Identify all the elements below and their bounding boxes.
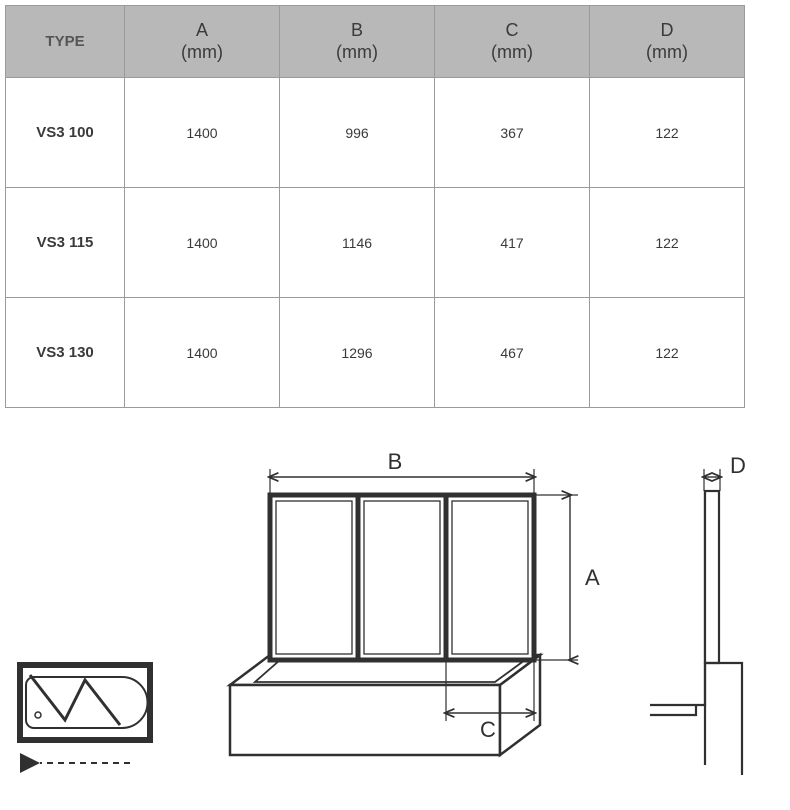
cell-c: 417 <box>435 188 590 298</box>
table-row: VS3 130 <box>5 298 125 408</box>
topview-icon <box>20 665 150 763</box>
cell-c: 367 <box>435 78 590 188</box>
dim-label-c: C <box>480 717 496 742</box>
col-header-a: A(mm) <box>125 6 280 78</box>
col-header-a-letter: A <box>196 20 208 40</box>
col-header-d: D(mm) <box>590 6 745 78</box>
dimensions-table: TYPE A(mm) B(mm) C(mm) D(mm) VS3 100 140… <box>5 5 745 408</box>
col-header-c: C(mm) <box>435 6 590 78</box>
col-header-b: B(mm) <box>280 6 435 78</box>
cell-d: 122 <box>590 188 745 298</box>
side-profile-diagram: D <box>650 453 746 775</box>
col-header-d-unit: (mm) <box>646 42 688 62</box>
table-row: VS3 115 <box>5 188 125 298</box>
table-row: VS3 100 <box>5 78 125 188</box>
col-header-b-unit: (mm) <box>336 42 378 62</box>
cell-a: 1400 <box>125 188 280 298</box>
cell-d: 122 <box>590 78 745 188</box>
product-diagram: B A C D <box>0 425 790 805</box>
col-header-type: TYPE <box>5 6 125 78</box>
dim-label-b: B <box>388 449 403 474</box>
col-header-d-letter: D <box>660 20 673 40</box>
diagram-area: B A C D <box>0 425 790 805</box>
col-header-c-unit: (mm) <box>491 42 533 62</box>
dim-label-a: A <box>585 565 600 590</box>
col-header-c-letter: C <box>505 20 518 40</box>
cell-b: 996 <box>280 78 435 188</box>
cell-a: 1400 <box>125 78 280 188</box>
col-header-a-unit: (mm) <box>181 42 223 62</box>
cell-b: 1296 <box>280 298 435 408</box>
isometric-diagram: B A C <box>230 449 600 755</box>
cell-b: 1146 <box>280 188 435 298</box>
cell-a: 1400 <box>125 298 280 408</box>
dim-label-d: D <box>730 453 746 478</box>
cell-c: 467 <box>435 298 590 408</box>
col-header-b-letter: B <box>351 20 363 40</box>
cell-d: 122 <box>590 298 745 408</box>
